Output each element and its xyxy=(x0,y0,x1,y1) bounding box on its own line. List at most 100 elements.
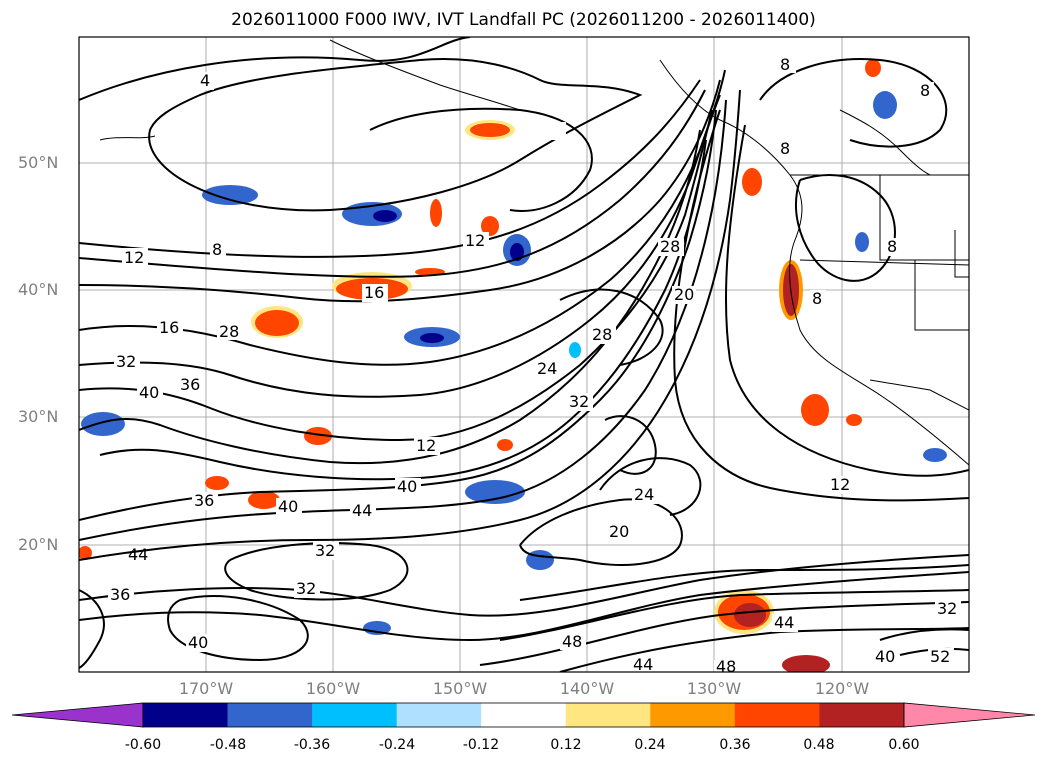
lat-label: 20°N xyxy=(18,535,59,554)
contour-line xyxy=(99,139,707,481)
contour-line xyxy=(79,99,727,541)
border-state xyxy=(799,259,969,266)
contour-line xyxy=(79,554,969,617)
border-state xyxy=(954,230,969,278)
contour-label: 16 xyxy=(159,318,179,337)
contour-line xyxy=(519,498,683,566)
contour-label: 12 xyxy=(124,248,144,267)
contour-label: 48 xyxy=(716,657,736,676)
contour-line xyxy=(167,595,309,662)
border-us-mexico xyxy=(869,379,969,411)
contour-line xyxy=(79,109,717,521)
contour-line xyxy=(79,89,706,278)
contour-label: 44 xyxy=(633,655,653,674)
neg-anomaly-patch xyxy=(923,448,947,462)
contour-line xyxy=(499,589,969,641)
contour-line xyxy=(599,457,702,516)
contour-line xyxy=(759,58,948,148)
coastline-alaska xyxy=(329,39,521,111)
contour-line xyxy=(79,37,471,101)
colorbar-tick-label: -0.60 xyxy=(124,737,162,753)
map-frame-fill xyxy=(79,37,969,672)
contour-label-group: 4 8 8 8 8 8 8 12 12 12 12 16 16 20 20 24… xyxy=(108,55,961,676)
contour-label: 32 xyxy=(937,599,957,618)
contour-label: 44 xyxy=(774,613,794,632)
contour-line xyxy=(79,79,721,303)
contour-label: 44 xyxy=(128,545,148,564)
border-state xyxy=(879,175,969,261)
contour-line xyxy=(794,174,896,282)
contour-label: 32 xyxy=(569,392,589,411)
map-border xyxy=(78,36,970,673)
border-state xyxy=(914,260,969,331)
lon-label: 170°W xyxy=(178,679,234,698)
colorbar-tick-label: 0.60 xyxy=(888,737,920,753)
contour-label: 8 xyxy=(887,237,897,256)
contour-line xyxy=(519,564,969,601)
neg-anomaly-patch xyxy=(873,91,897,119)
contour-label: 40 xyxy=(397,477,417,496)
lon-label: 160°W xyxy=(305,679,361,698)
neg-anomaly-patch xyxy=(569,342,581,358)
contour-label: 36 xyxy=(194,491,214,510)
neg-anomaly-patch xyxy=(420,333,444,343)
neg-anomaly-patch xyxy=(855,232,869,252)
contour-line xyxy=(79,129,701,465)
neg-anomaly-patch xyxy=(202,185,258,205)
contour-label: 8 xyxy=(212,240,222,259)
contour-label: 52 xyxy=(930,647,950,666)
contour-label: 32 xyxy=(116,352,136,371)
coastlines xyxy=(99,39,969,466)
contour-label: 36 xyxy=(110,585,130,604)
contour-label: 8 xyxy=(780,55,790,74)
lat-label: 50°N xyxy=(18,153,59,172)
iwv-contours xyxy=(79,37,969,672)
contour-label: 32 xyxy=(296,579,316,598)
map-title: 2026011000 F000 IWV, IVT Landfall PC (20… xyxy=(231,10,816,30)
contour-label: 48 xyxy=(562,632,582,651)
contour-label: 44 xyxy=(352,501,372,520)
contour-line xyxy=(79,89,741,561)
contour-line xyxy=(604,415,657,475)
contour-label: 40 xyxy=(188,633,208,652)
pos-anomaly-patch xyxy=(248,491,280,509)
contour-label: 8 xyxy=(920,81,930,100)
pos-anomaly-patch xyxy=(497,439,513,451)
colorbar-tick-label: 0.12 xyxy=(550,737,582,753)
lon-label: 150°W xyxy=(432,679,488,698)
pos-anomaly-patch xyxy=(742,168,762,196)
lon-label: 120°W xyxy=(814,679,870,698)
pos-anomaly-patch xyxy=(255,310,299,336)
pos-anomaly-patch xyxy=(481,216,499,236)
lon-label: 140°W xyxy=(559,679,615,698)
coastline-aleutians xyxy=(99,135,156,141)
neg-anomaly-patch xyxy=(373,210,397,222)
neg-anomaly-patch xyxy=(81,412,125,436)
contour-label: 16 xyxy=(364,283,384,302)
contour-line xyxy=(879,628,969,641)
contour-label: 28 xyxy=(660,237,680,256)
contour-label: 8 xyxy=(780,139,790,158)
contour-line xyxy=(673,109,969,502)
pos-anomaly-patch xyxy=(79,546,92,560)
colorbar-tick-label: 0.48 xyxy=(803,737,835,753)
contour-label: 24 xyxy=(537,359,557,378)
coastline-north-america xyxy=(659,59,969,466)
pos-anomaly-patch xyxy=(304,427,332,445)
pos-anomaly-patch xyxy=(865,59,881,77)
contour-label: 20 xyxy=(674,285,694,304)
contour-line xyxy=(559,288,664,366)
contour-label: 12 xyxy=(465,231,485,250)
contour-line xyxy=(79,109,713,442)
pos-anomaly-patch xyxy=(801,394,829,426)
pos-anomaly-patch xyxy=(430,199,442,227)
contour-line xyxy=(79,571,969,642)
contour-label: 12 xyxy=(830,475,850,494)
contour-label: 40 xyxy=(875,647,895,666)
colorbar-tick-label: -0.12 xyxy=(462,737,500,753)
contour-label: 20 xyxy=(609,522,629,541)
neg-anomaly-patch xyxy=(526,550,554,570)
contour-label: 40 xyxy=(278,497,298,516)
pos-anomaly-patch xyxy=(470,123,510,137)
